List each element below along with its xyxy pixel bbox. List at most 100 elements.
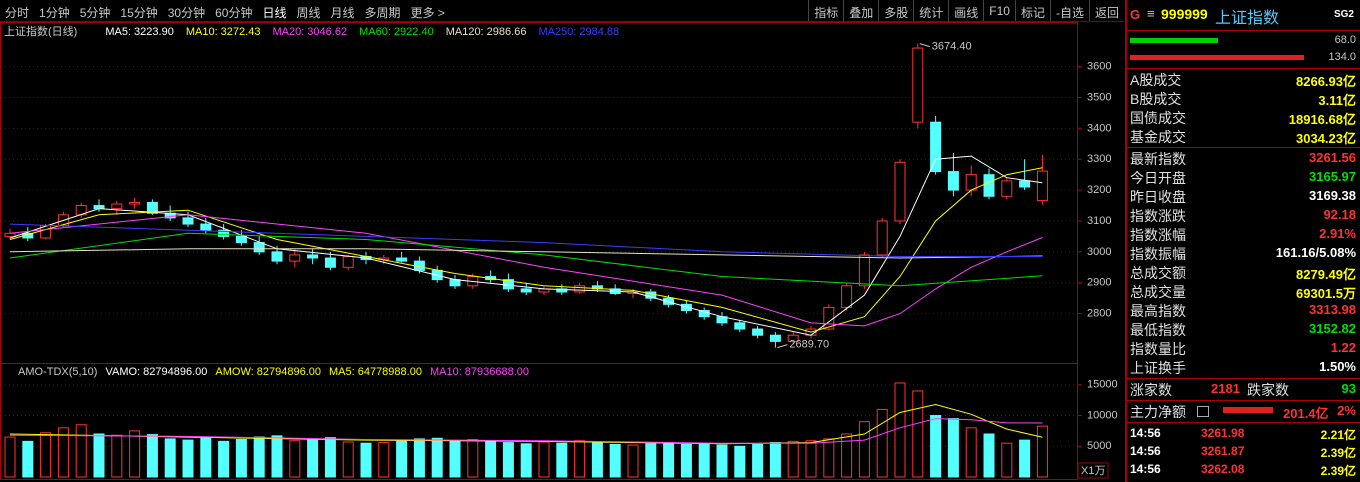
volume-bar (129, 430, 141, 478)
row-value: 92.18 (1323, 207, 1356, 222)
divider (1127, 422, 1360, 423)
quote-row: 昨日收盘 3169.38 (1130, 187, 1356, 206)
volume-bar (841, 433, 853, 478)
y-tick-label: 3000 (1087, 246, 1111, 258)
trade-price: 3261.98 (1201, 426, 1245, 440)
row-value: 18916.68亿 (1288, 112, 1356, 127)
period-tab[interactable]: 分时 (5, 6, 30, 20)
volume-bar (449, 440, 461, 478)
breadth-value: 2181 (1211, 381, 1240, 396)
quote-row: 总成交额 8279.49亿 (1130, 263, 1356, 282)
volume-bar (894, 382, 906, 478)
tool-button[interactable]: -自选 (1049, 0, 1089, 21)
period-tab[interactable]: 多周期 (364, 6, 401, 20)
divider (1127, 30, 1360, 31)
row-label: A股成交 (1130, 72, 1182, 88)
quote-row: 上证换手 1.50% (1130, 358, 1356, 377)
row-label: 指数涨跌 (1130, 208, 1186, 224)
volume-bar (734, 445, 746, 478)
candle-body (449, 279, 461, 287)
volume-bar (431, 437, 443, 478)
period-tab[interactable]: 5分钟 (79, 6, 111, 20)
volume-bar (698, 442, 710, 478)
candle-body (769, 334, 781, 342)
row-label: 上证换手 (1130, 360, 1186, 376)
y-tick-label: 15000 (1087, 379, 1118, 391)
annotation-leader (919, 43, 930, 48)
row-value: 3169.38 (1309, 188, 1356, 203)
tool-button[interactable]: 标记 (1014, 0, 1050, 21)
volume-bar (823, 438, 835, 478)
row-value: 3261.56 (1309, 150, 1356, 165)
period-tab[interactable]: 周线 (296, 6, 321, 20)
volume-bar (146, 434, 158, 478)
period-tab[interactable]: 更多 > (410, 6, 445, 20)
ma-line (9, 214, 1043, 327)
menu-icon[interactable]: ≡ (1147, 6, 1155, 21)
volume-bar (1019, 439, 1031, 478)
tool-button[interactable]: 指标 (808, 0, 843, 21)
period-tab[interactable]: 30分钟 (167, 6, 206, 20)
period-tab[interactable]: 日线 (262, 6, 287, 20)
volume-legend: VAMO: 82794896.00 (105, 366, 207, 378)
y-tick-label: 2900 (1087, 277, 1111, 289)
candle-body (111, 203, 123, 210)
volume-bar (289, 440, 301, 478)
strength-bar (1130, 38, 1219, 43)
breadth-value: 93 (1341, 381, 1356, 396)
volume-bar (787, 440, 799, 478)
candle-body (983, 174, 995, 197)
divider (1127, 147, 1360, 148)
period-tab[interactable]: 1分钟 (39, 6, 70, 20)
tool-button[interactable]: 返回 (1088, 0, 1124, 21)
y-tick-label: 2800 (1087, 308, 1111, 320)
tool-button[interactable]: 统计 (913, 0, 948, 21)
volume-bar (645, 443, 657, 478)
volume-bar (307, 439, 319, 478)
row-label: 昨日收盘 (1130, 189, 1186, 205)
volume-bar (360, 442, 372, 478)
period-tab[interactable]: 月线 (330, 6, 355, 20)
volume-bar (271, 435, 283, 478)
candle-body (1001, 180, 1013, 197)
quote-row: 最新指数 3261.56 (1130, 149, 1356, 168)
quote-row: 国债成交 18916.68亿 (1130, 108, 1356, 127)
flow-value: 201.4亿 (1283, 406, 1329, 421)
volume-bar (235, 439, 247, 478)
candle-body (146, 201, 158, 214)
tool-button[interactable]: 多股 (878, 0, 913, 21)
quote-row: 指数振幅 161.16/5.08% (1130, 244, 1356, 263)
volume-bar (680, 443, 692, 478)
candle-body (574, 285, 586, 293)
volume-bar (40, 432, 52, 478)
period-tab[interactable]: 15分钟 (120, 6, 158, 20)
volume-bar (467, 439, 479, 478)
badge: SG2 (1333, 9, 1354, 20)
tool-button[interactable]: 画线 (948, 0, 983, 21)
volume-legend: MA5: 64778988.00 (329, 366, 422, 378)
tool-button[interactable]: 叠加 (843, 0, 878, 21)
unit-box (1077, 462, 1109, 479)
row-label: 总成交额 (1130, 265, 1186, 281)
volume-bar (805, 440, 817, 478)
volume-bar (342, 441, 354, 478)
candle-body (4, 232, 16, 237)
volume-ma-line (9, 403, 1043, 445)
period-tab[interactable]: 60分钟 (215, 6, 253, 20)
volume-bar (912, 390, 924, 478)
volume-bar (218, 440, 230, 478)
tool-button[interactable]: F10 (983, 0, 1015, 21)
volume-bar (485, 440, 497, 478)
candle-body (663, 297, 675, 305)
volume-bar (556, 442, 568, 478)
row-label: 指数涨幅 (1130, 227, 1186, 243)
volume-bar (413, 438, 425, 478)
volume-bar (75, 424, 87, 478)
y-tick-label: 3200 (1087, 184, 1111, 196)
volume-bar (378, 442, 390, 478)
candle-body (1019, 180, 1031, 188)
volume-bar (182, 439, 194, 478)
volume-bar (858, 421, 870, 478)
volume-bar (164, 438, 176, 478)
